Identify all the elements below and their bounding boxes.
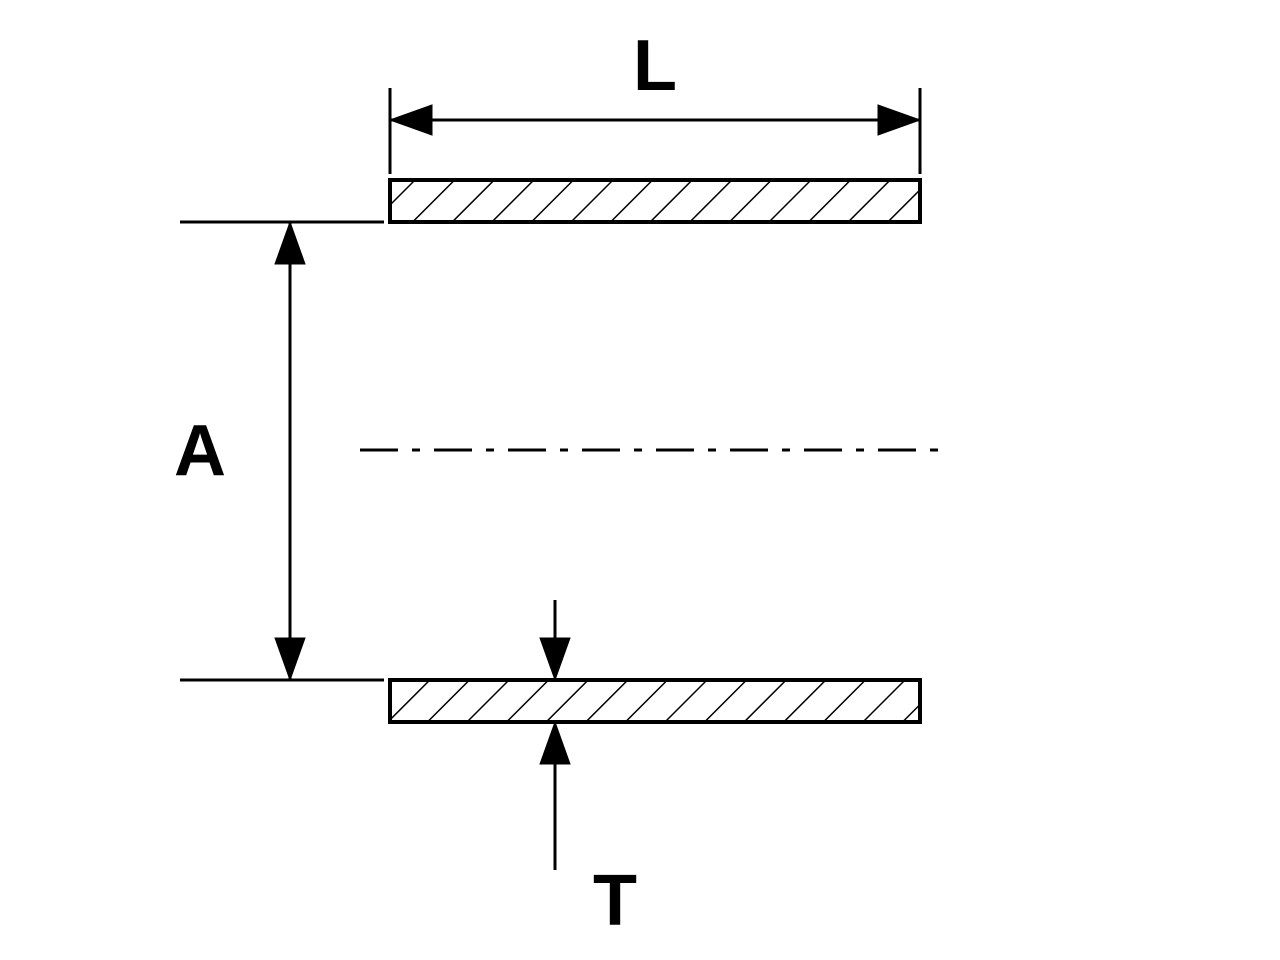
dimension-A: A <box>174 222 384 680</box>
arrowhead-icon <box>878 105 920 135</box>
label-A: A <box>174 411 226 491</box>
arrowhead-icon <box>275 222 305 264</box>
arrowhead-icon <box>540 638 570 680</box>
dimension-T: T <box>540 600 637 941</box>
dimension-L: L <box>390 26 920 174</box>
label-T: T <box>593 861 637 941</box>
arrowhead-icon <box>390 105 432 135</box>
technical-drawing: L A T <box>0 0 1280 960</box>
label-L: L <box>633 26 677 106</box>
tube-wall-bottom <box>390 680 920 722</box>
arrowhead-icon <box>275 638 305 680</box>
tube-wall-top <box>390 180 920 222</box>
arrowhead-icon <box>540 722 570 764</box>
